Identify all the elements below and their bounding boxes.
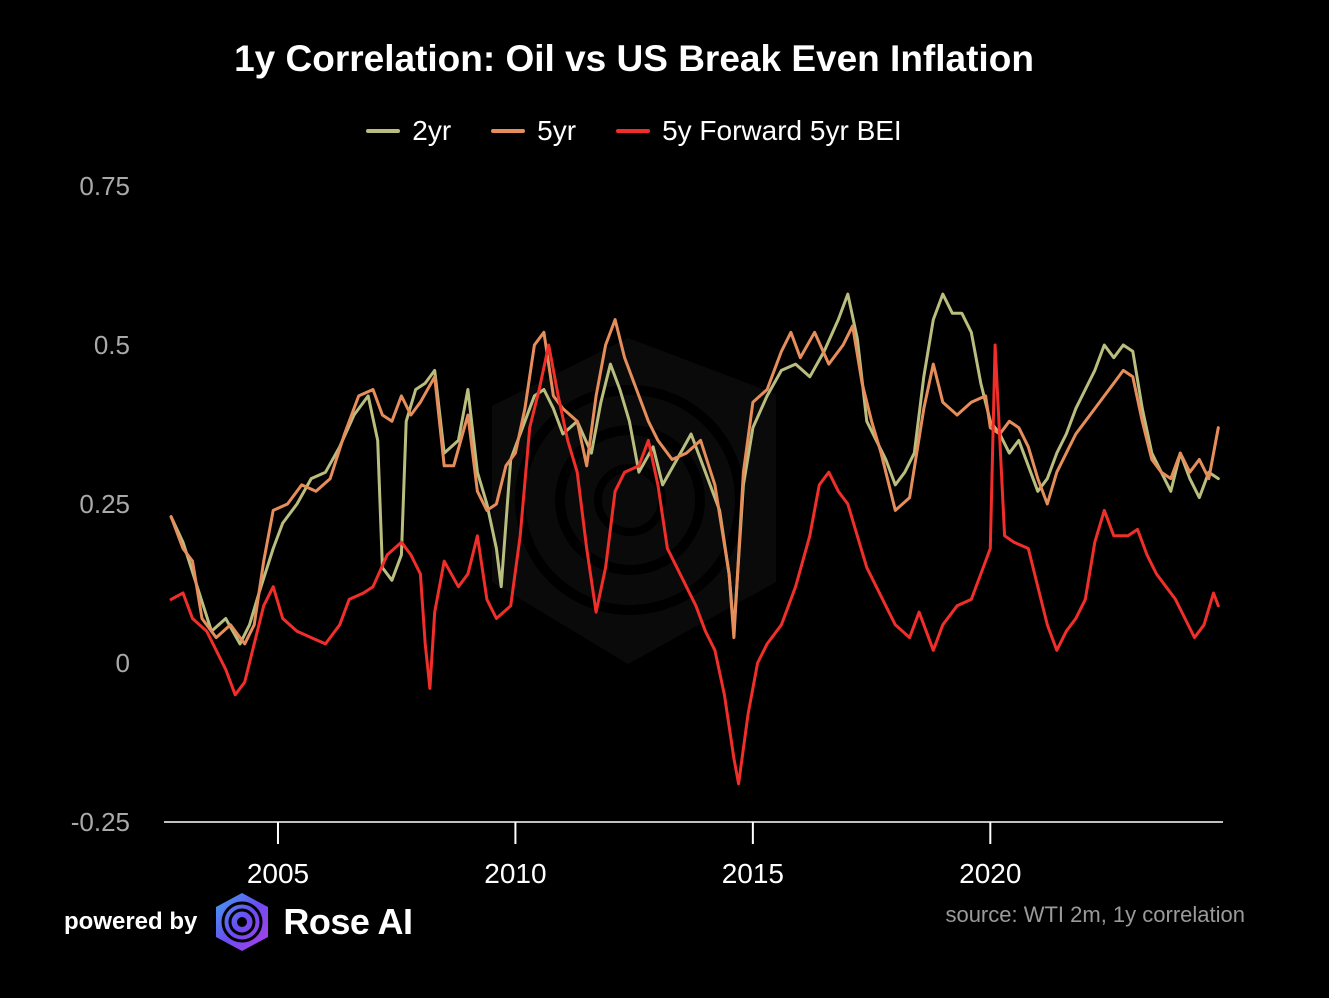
legend-item-2: 5y Forward 5yr BEI — [616, 115, 902, 147]
source-note: source: WTI 2m, 1y correlation — [945, 902, 1245, 927]
x-tick-label: 2020 — [959, 858, 1021, 889]
legend-label: 2yr — [412, 115, 452, 146]
series-line-2 — [169, 343, 1220, 786]
y-axis: -0.25 0 0.25 0.5 0.75 — [71, 171, 130, 837]
legend-swatch — [366, 129, 401, 133]
y-tick-label: 0 — [116, 648, 130, 678]
chart-title: 1y Correlation: Oil vs US Break Even Inf… — [234, 38, 1034, 79]
legend-item-0: 2yr — [366, 115, 451, 147]
chart-legend: 2yr 5yr 5y Forward 5yr BEI — [0, 108, 1268, 147]
x-tick-label: 2005 — [247, 858, 309, 889]
series-line-1 — [169, 318, 1220, 646]
x-tick-label: 2010 — [484, 858, 546, 889]
legend-swatch — [491, 129, 526, 133]
line-chart: -0.25 0 0.25 0.5 0.75 2005 2010 2015 2020 — [71, 171, 1223, 889]
legend-item-1: 5yr — [491, 115, 576, 147]
brand-name: Rose AI — [283, 901, 413, 942]
powered-by-label: powered by — [64, 908, 198, 935]
legend-label: 5y Forward 5yr BEI — [662, 115, 902, 146]
x-axis: 2005 2010 2015 2020 — [164, 821, 1223, 889]
series-lines — [169, 292, 1220, 786]
x-tick-label: 2015 — [722, 858, 784, 889]
footer-brand: powered by Rose AI — [64, 892, 413, 952]
legend-label: 5yr — [537, 115, 577, 146]
legend-swatch — [616, 129, 651, 133]
rose-ai-logo-icon — [216, 893, 269, 951]
y-tick-label: 0.5 — [94, 330, 130, 360]
y-tick-label: 0.25 — [79, 489, 130, 519]
y-tick-label: -0.25 — [71, 807, 130, 837]
y-tick-label: 0.75 — [79, 171, 130, 201]
